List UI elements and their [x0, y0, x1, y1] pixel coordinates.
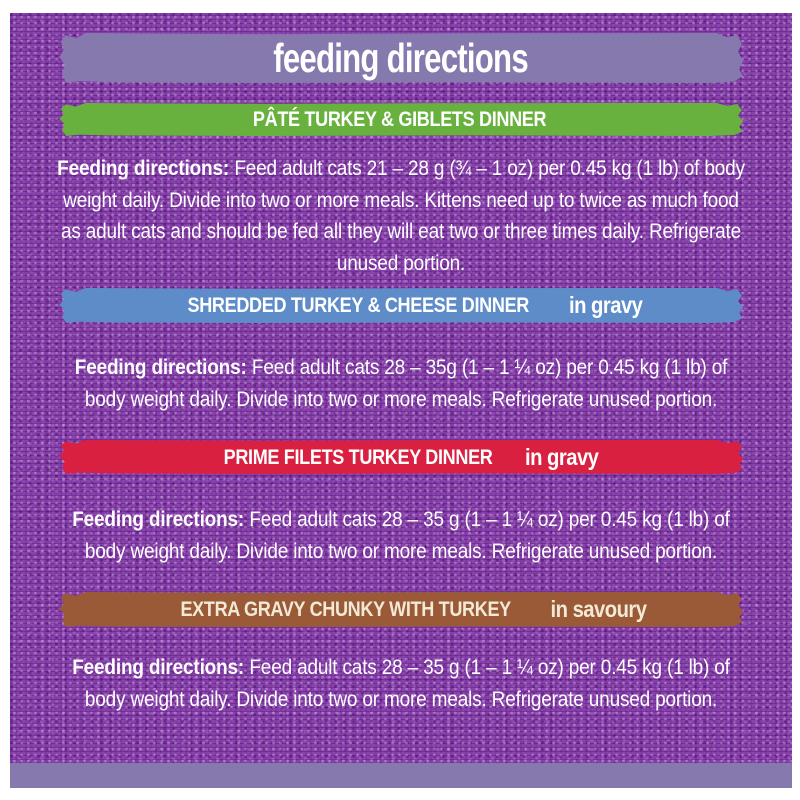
banner-suffix: in gravy	[568, 292, 643, 318]
directions-text: Feed adult cats 28 – 35 g (1 – 1 ¼ oz) p…	[84, 508, 730, 563]
page-title: feeding directions	[273, 34, 529, 81]
title-banner: feeding directions	[59, 33, 744, 83]
product-banner-extra-gravy-chunky-turkey: EXTRA GRAVY CHUNKY WITH TURKEY in savour…	[59, 592, 744, 627]
directions-lead: Feeding directions:	[74, 356, 247, 379]
feeding-directions-paragraph: Feeding directions: Feed adult cats 28 – …	[56, 352, 746, 415]
footer-strip	[10, 763, 792, 788]
product-banner-prime-filets-turkey: PRIME FILETS TURKEY DINNER in gravy	[59, 440, 744, 474]
banner-label: EXTRA GRAVY CHUNKY WITH TURKEY	[180, 597, 511, 621]
product-banner-shredded-turkey-cheese: SHREDDED TURKEY & CHEESE DINNER in gravy	[59, 288, 744, 323]
label-panel: feeding directions PÂTÉ TURKEY & GIBLETS…	[10, 13, 792, 788]
directions-text: Feed adult cats 21 – 28 g (¾ – 1 oz) per…	[60, 157, 745, 275]
directions-text: Feed adult cats 28 – 35 g (1 – 1 ¼ oz) p…	[84, 656, 730, 711]
banner-label: SHREDDED TURKEY & CHEESE DINNER	[187, 293, 530, 317]
product-banner-pate-turkey-giblets: PÂTÉ TURKEY & GIBLETS DINNER	[59, 103, 744, 136]
feeding-directions-paragraph: Feeding directions: Feed adult cats 28 – …	[56, 652, 746, 715]
directions-text: Feed adult cats 28 – 35g (1 – 1 ¼ oz) pe…	[84, 356, 728, 411]
feeding-directions-paragraph: Feeding directions: Feed adult cats 28 – …	[56, 504, 746, 567]
banner-suffix: in savoury	[550, 596, 647, 622]
banner-suffix: in gravy	[525, 443, 599, 470]
feeding-directions-paragraph: Feeding directions: Feed adult cats 21 – …	[56, 153, 746, 279]
directions-lead: Feeding directions:	[72, 656, 245, 679]
directions-lead: Feeding directions:	[72, 508, 245, 531]
banner-label: PÂTÉ TURKEY & GIBLETS DINNER	[253, 107, 547, 131]
directions-lead: Feeding directions:	[57, 157, 230, 180]
banner-label: PRIME FILETS TURKEY DINNER	[223, 444, 493, 469]
